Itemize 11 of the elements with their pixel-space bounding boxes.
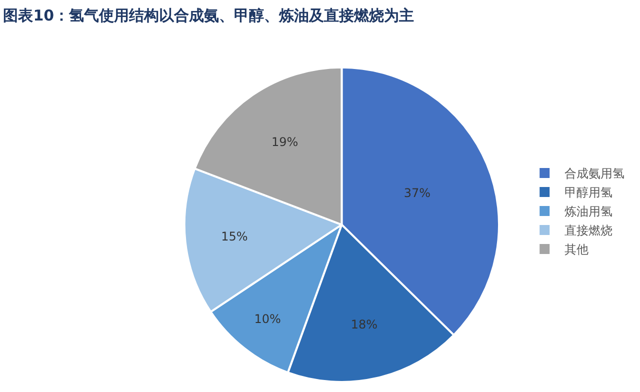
data-label: 19% <box>271 134 298 149</box>
legend-label: 直接燃烧 <box>564 224 613 238</box>
data-label: 10% <box>254 312 281 326</box>
legend-label: 其他 <box>564 242 589 257</box>
data-label: 37% <box>404 186 431 200</box>
chart-title: 图表10：氢气使用结构以合成氨、甲醇、炼油及直接燃烧为主 <box>3 6 414 24</box>
legend-label: 合成氨用氢 <box>564 166 625 181</box>
data-label: 18% <box>350 317 378 332</box>
data-label: 15% <box>221 230 248 244</box>
legend-label: 甲醇用氢 <box>564 186 613 200</box>
legend-label: 炼油用氢 <box>564 204 613 219</box>
